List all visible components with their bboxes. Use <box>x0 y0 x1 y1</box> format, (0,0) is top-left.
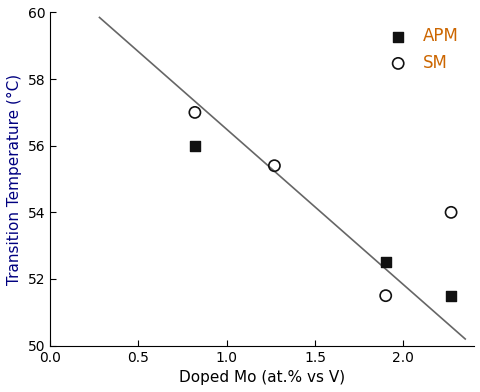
X-axis label: Doped Mo (at.% vs V): Doped Mo (at.% vs V) <box>179 370 344 385</box>
SM <box>191 109 198 116</box>
APM <box>191 143 198 149</box>
SM <box>381 292 389 299</box>
APM <box>446 292 454 299</box>
SM <box>270 163 277 169</box>
Y-axis label: Transition Temperature (°C): Transition Temperature (°C) <box>7 73 22 285</box>
Legend: APM, SM: APM, SM <box>374 21 465 78</box>
SM <box>446 209 454 216</box>
APM <box>381 259 389 265</box>
